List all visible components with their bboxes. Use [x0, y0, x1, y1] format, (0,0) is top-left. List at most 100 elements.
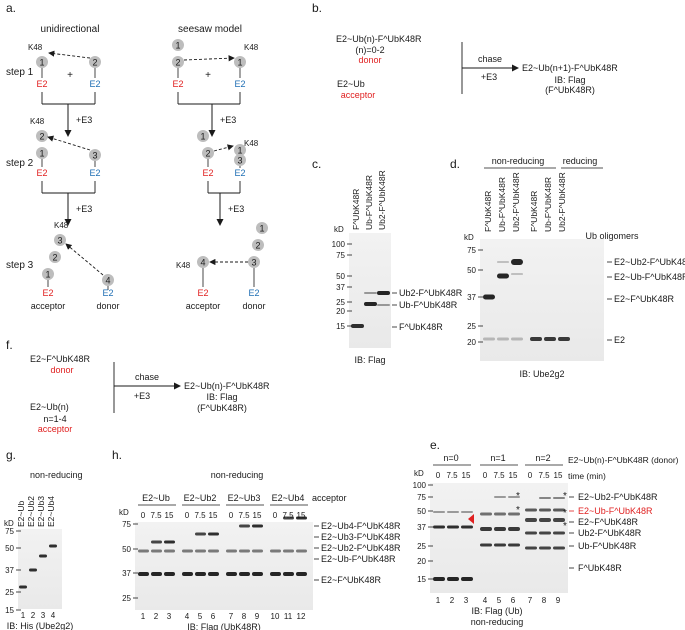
gel-band: [283, 549, 294, 553]
gel-band: [182, 572, 193, 576]
gel-band: [433, 511, 445, 513]
kd-marker-label: 25: [336, 298, 345, 307]
gel-band: [296, 549, 307, 553]
lane-number: 8: [242, 612, 247, 621]
reaction-text: E2~F^UbK48R: [30, 354, 91, 364]
bead-number: 2: [205, 149, 210, 159]
bead-number: 1: [237, 146, 242, 156]
lane-number: 9: [255, 612, 260, 621]
time-label: 0: [141, 511, 146, 520]
gel-band: [525, 508, 537, 512]
lane-label: F^UbK48R: [351, 189, 361, 230]
column-title: seesaw model: [178, 24, 242, 35]
band-label: E2~Ub-F^UbK48R: [321, 554, 396, 564]
gel-band: [447, 577, 459, 581]
kd-marker-label: 20: [467, 338, 476, 347]
band-label: F^UbK48R: [578, 563, 622, 573]
gel-band: [461, 577, 473, 581]
e2-label: E2: [172, 79, 183, 89]
kd-marker-label: 20: [417, 557, 426, 566]
bead-number: 1: [175, 41, 180, 51]
gel-band: [539, 508, 551, 512]
gel-band: [164, 540, 175, 544]
gel-band: [461, 525, 473, 529]
lane-label: Ub-F^UbK48R: [364, 175, 374, 230]
bead-number: 4: [200, 258, 205, 268]
gel-band: [433, 525, 445, 529]
reaction-text: E2~Ub(n)-F^UbK48R: [336, 34, 422, 44]
ib-label: IB: Flag: [206, 392, 237, 402]
ib-label: IB: Ube2g2: [519, 369, 564, 379]
time-label: 0: [185, 511, 190, 520]
gel-band: [553, 508, 565, 512]
k48-label: K48: [176, 261, 191, 270]
e2-label: E2: [36, 79, 47, 89]
transfer-arrow: [65, 243, 104, 276]
gel-band: [270, 572, 281, 576]
lane-number: 4: [185, 612, 190, 621]
time-label: 0: [483, 471, 488, 480]
step-label: step 3: [6, 260, 34, 271]
kd-label: kD: [119, 508, 129, 517]
band-label: E2~Ub3-F^UbK48R: [321, 532, 401, 542]
donor-label: donor: [96, 301, 119, 311]
time-label: 15: [253, 511, 262, 520]
ubiquitin-bead: [36, 147, 48, 159]
gel-band: [252, 572, 263, 576]
time-unit-label: time (min): [568, 471, 606, 481]
blot-d: [480, 239, 604, 361]
ib-label: (F^UbK48R): [545, 85, 595, 95]
panel-letter: d.: [450, 157, 460, 171]
band-label: F^UbK48R: [399, 322, 443, 332]
e3-label: +E3: [228, 204, 244, 214]
time-label: 15: [209, 511, 218, 520]
band-label: E2~Ub4-F^UbK48R: [321, 521, 401, 531]
reaction-text: (n)=0-2: [355, 45, 384, 55]
gel-band: [525, 546, 537, 550]
gel-band: [544, 337, 556, 341]
e2-label: E2: [234, 168, 245, 178]
time-label: 0: [528, 471, 533, 480]
transfer-arrow: [47, 135, 91, 151]
kd-marker-label: 50: [5, 544, 14, 553]
gel-band: [19, 585, 27, 589]
time-label: 15: [462, 471, 471, 480]
donor-label: donor: [50, 365, 73, 375]
gel-band: [39, 554, 47, 558]
lane-label: F^UbK48R: [483, 191, 493, 232]
kd-marker-label: 75: [336, 251, 345, 260]
gel-band: [138, 572, 149, 576]
lane-number: 2: [450, 596, 455, 605]
gel-band: [195, 572, 206, 576]
ubiquitin-bead: [202, 147, 214, 159]
gel-band: [351, 324, 364, 328]
kd-marker-label: 75: [122, 520, 131, 529]
gel-band: [138, 549, 149, 553]
lane-number: 3: [464, 596, 469, 605]
ubiquitin-bead: [54, 234, 66, 246]
asterisk: *: [516, 491, 520, 502]
blot-c: [349, 233, 391, 348]
bead-number: 2: [175, 58, 180, 68]
gel-band: [511, 337, 523, 341]
kd-marker-label: 15: [336, 322, 345, 331]
kd-label: kD: [464, 233, 474, 242]
gel-band: [497, 261, 509, 263]
blot-h: [135, 522, 313, 610]
condition-label: reducing: [563, 156, 598, 166]
e2-label: E2: [202, 168, 213, 178]
time-label: 7.5: [282, 511, 294, 520]
gel-band: [364, 302, 377, 306]
gel-band: [508, 543, 520, 547]
gel-band: [480, 512, 492, 516]
lane-number: 6: [511, 596, 516, 605]
time-label: 15: [297, 511, 306, 520]
e2-label: E2: [89, 168, 100, 178]
lane-label: E2~Ub4: [46, 496, 56, 527]
gel-band: [377, 291, 390, 295]
ubiquitin-bead: [89, 149, 101, 161]
kd-marker-label: 50: [467, 266, 476, 275]
gel-band: [553, 497, 565, 499]
gel-band: [239, 549, 250, 553]
